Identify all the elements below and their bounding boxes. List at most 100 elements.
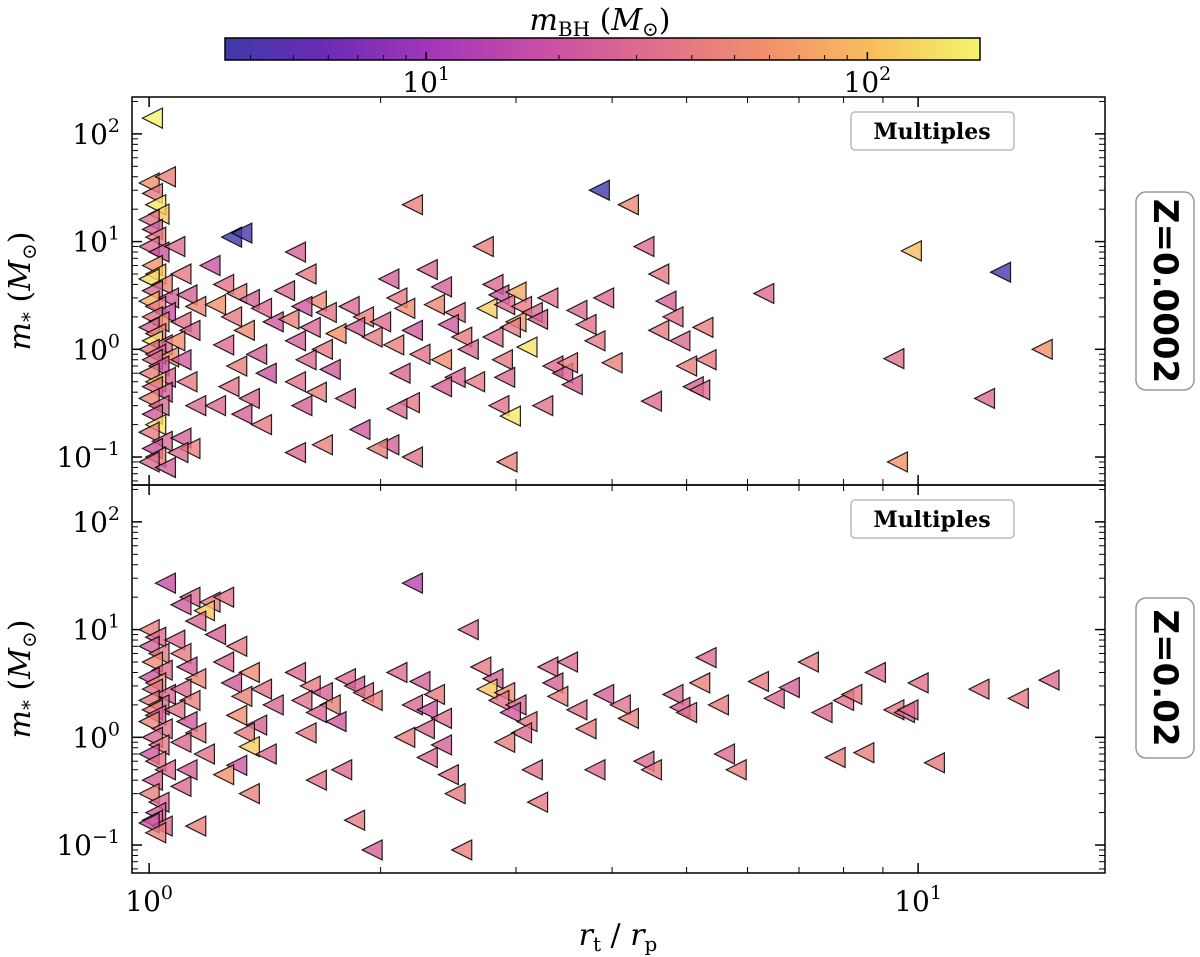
scatter-point — [377, 433, 400, 456]
scatter-point — [324, 710, 347, 733]
scatter-point — [675, 355, 698, 377]
scatter-point — [495, 450, 518, 473]
scatter-point — [154, 758, 177, 781]
scatter-point — [294, 348, 317, 371]
scatter-point — [840, 683, 863, 706]
scatter-point — [401, 572, 424, 595]
scatter-point — [212, 763, 235, 786]
x-axis-label: rt / rp — [579, 918, 658, 956]
scatter-point — [360, 689, 383, 712]
colorbar: mBH (M⊙) 101 102 — [224, 3, 981, 99]
scatter-point — [254, 362, 277, 385]
scatter-point — [298, 316, 321, 339]
scatter-point — [238, 782, 260, 805]
scatter-point — [647, 263, 670, 285]
scatter-point — [973, 387, 996, 410]
scatter-point — [430, 707, 453, 730]
scatter-point — [609, 693, 631, 716]
scatter-point — [212, 333, 235, 356]
scatter-point — [713, 743, 736, 765]
scatter-point — [330, 758, 353, 781]
scatter-point — [311, 338, 333, 361]
scatter-point — [688, 378, 711, 401]
scatter-point — [169, 678, 192, 701]
scatter-point — [724, 758, 747, 781]
scatter-point — [305, 769, 327, 792]
scatter-point — [233, 319, 255, 342]
scatter-point — [230, 403, 253, 426]
colorbar-tick-label: 102 — [844, 63, 892, 99]
scatter-point — [430, 375, 453, 398]
y-tick-label: 100 — [72, 718, 120, 754]
scatter-point — [886, 450, 909, 473]
scatter-point — [515, 336, 538, 359]
scatter-point — [668, 329, 691, 352]
scatter-point — [334, 387, 357, 410]
scatter-point — [499, 316, 522, 339]
scatter-point — [311, 433, 333, 456]
scatter-point — [212, 586, 235, 609]
scatter-point — [408, 343, 431, 366]
scatter-point — [220, 671, 243, 694]
scatter-point — [318, 693, 341, 716]
bottom-badge-box — [850, 499, 1015, 539]
scatter-point — [163, 629, 186, 652]
scatter-point — [204, 394, 227, 417]
scatter-point — [141, 107, 164, 130]
scatter-point — [273, 279, 296, 302]
y-tick-label: 10−1 — [56, 438, 120, 474]
scatter-point — [415, 746, 438, 769]
scatter-point — [475, 678, 498, 701]
scatter-point — [154, 456, 177, 479]
scatter-point — [423, 683, 446, 706]
scatter-point — [225, 704, 248, 727]
scatter-point — [415, 258, 438, 281]
scatter-point — [675, 701, 698, 724]
scatter-point — [290, 689, 313, 712]
scatter-point — [450, 838, 473, 861]
top-side-label: Z=0.0002 — [1135, 191, 1195, 391]
scatter-point — [154, 165, 177, 188]
scatter-point — [233, 721, 255, 744]
scatter-point — [175, 758, 198, 781]
y-tick-label: 102 — [72, 503, 120, 539]
scatter-point — [382, 333, 405, 356]
scatter-point — [163, 329, 186, 352]
colorbar-gradient — [224, 37, 981, 61]
bottom-panel-frame — [131, 484, 1106, 874]
scatter-point — [178, 689, 201, 712]
scatter-point — [137, 450, 160, 473]
scatter-point — [481, 273, 504, 296]
bottom-badge: Multiples — [850, 499, 1015, 539]
scatter-point — [647, 319, 670, 342]
scatter-point — [430, 733, 453, 756]
top-y-axis-label: m* (M⊙) — [3, 232, 41, 351]
scatter-point — [989, 261, 1012, 284]
scatter-point — [797, 651, 820, 673]
scatter-point — [587, 179, 610, 202]
bottom-badge-text: Multiples — [873, 507, 990, 533]
top-panel: 10−1 100 101 102 Multiples m* (M⊙) — [3, 96, 1106, 486]
scatter-point — [661, 683, 684, 706]
scatter-point — [526, 308, 549, 331]
scatter-point — [225, 355, 248, 377]
scatter-point — [481, 326, 504, 349]
scatter-point — [654, 290, 677, 313]
scatter-point — [600, 351, 623, 374]
scatter-point — [487, 394, 510, 417]
scatter-point — [1037, 669, 1060, 692]
scatter-point — [401, 319, 424, 342]
scatter-point — [546, 685, 569, 708]
top-badge: Multiples — [850, 111, 1015, 151]
scatter-point — [456, 338, 479, 361]
scatter-point — [230, 685, 253, 708]
bottom-scatter-points — [137, 572, 1060, 861]
scatter-point — [1006, 687, 1029, 710]
scatter-point — [560, 373, 583, 396]
scatter-point — [617, 193, 639, 216]
scatter-point — [556, 651, 579, 673]
scatter-point — [475, 297, 498, 320]
scatter-point — [377, 267, 400, 290]
top-side-label-box — [1135, 191, 1195, 391]
